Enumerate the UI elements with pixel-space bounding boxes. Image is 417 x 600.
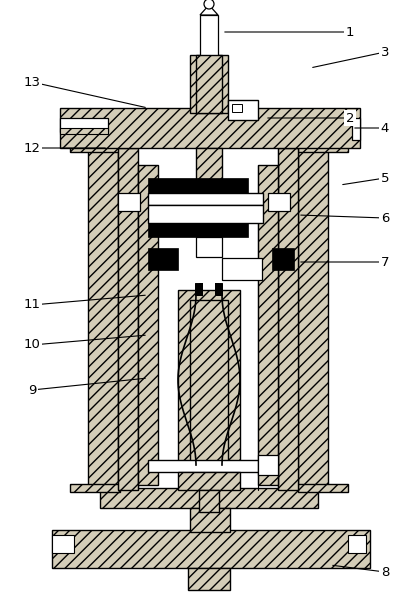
Bar <box>88 148 118 490</box>
Bar <box>298 148 328 490</box>
Text: 6: 6 <box>381 211 389 224</box>
Bar <box>232 104 242 112</box>
Bar <box>70 484 120 492</box>
Bar <box>52 530 370 568</box>
Text: 11: 11 <box>23 298 40 311</box>
Bar <box>70 130 120 152</box>
Bar <box>100 488 318 508</box>
Text: 3: 3 <box>381 46 389 58</box>
Bar <box>118 193 140 211</box>
Bar <box>148 223 248 237</box>
Bar <box>199 490 219 512</box>
Bar <box>178 472 240 490</box>
Bar <box>52 535 74 553</box>
Bar <box>196 148 222 198</box>
Text: 5: 5 <box>381 172 389 185</box>
Text: 9: 9 <box>28 383 36 397</box>
Text: 1: 1 <box>346 25 354 38</box>
Text: 12: 12 <box>23 142 40 154</box>
Circle shape <box>204 0 214 9</box>
Bar <box>196 55 222 113</box>
Bar <box>190 300 228 468</box>
Bar <box>148 178 248 193</box>
Text: 2: 2 <box>346 112 354 124</box>
Bar <box>190 55 228 113</box>
Bar <box>272 248 294 270</box>
Bar <box>148 193 263 205</box>
Text: 7: 7 <box>381 256 389 269</box>
Bar <box>60 128 108 134</box>
Bar <box>228 100 258 120</box>
Bar <box>222 258 262 280</box>
Bar <box>148 460 258 472</box>
Text: 10: 10 <box>24 338 40 352</box>
Bar <box>268 193 290 211</box>
Bar <box>60 108 360 148</box>
Bar <box>298 484 348 492</box>
Bar <box>60 118 108 132</box>
Text: 4: 4 <box>381 121 389 134</box>
Bar <box>148 248 178 270</box>
Bar <box>148 205 263 223</box>
Bar <box>298 130 348 152</box>
Bar <box>188 568 230 590</box>
Bar <box>118 148 138 490</box>
Bar <box>258 165 278 485</box>
Bar <box>178 290 240 468</box>
Text: 8: 8 <box>381 565 389 578</box>
Bar <box>196 237 222 257</box>
Bar <box>200 15 218 57</box>
Text: 13: 13 <box>23 76 40 88</box>
Bar <box>352 118 360 140</box>
Polygon shape <box>200 5 218 15</box>
Bar <box>348 535 366 553</box>
Bar <box>258 455 278 475</box>
Bar <box>190 508 230 532</box>
Bar <box>278 148 298 490</box>
Bar <box>138 165 158 485</box>
